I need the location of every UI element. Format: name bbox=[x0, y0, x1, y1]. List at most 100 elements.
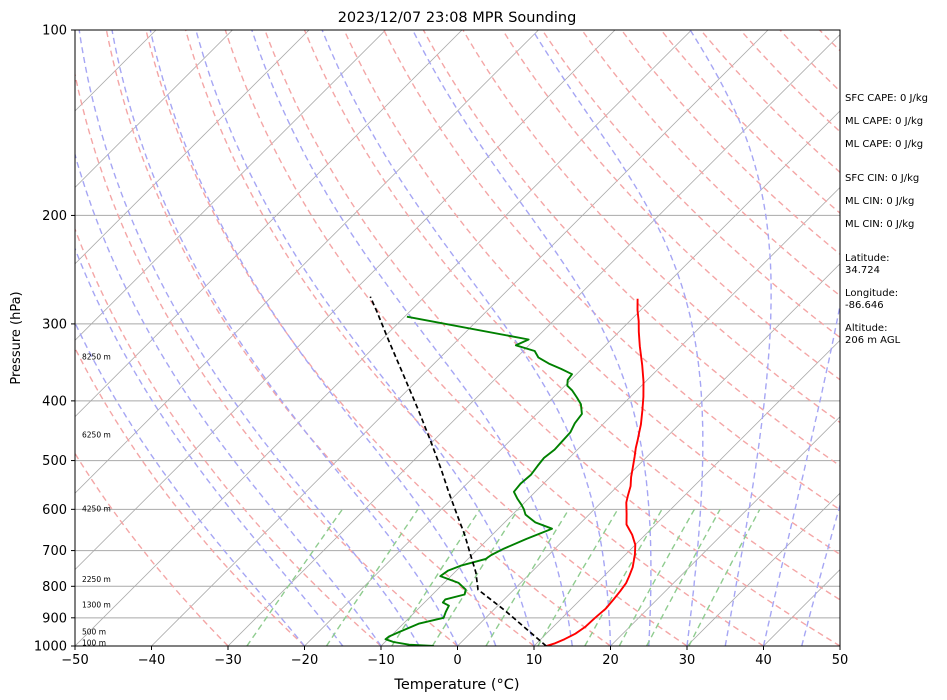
ml-cin-label-2: ML CIN: 0 J/kg bbox=[845, 219, 915, 230]
moist-adiabat-line bbox=[531, 30, 704, 646]
isotherm-line bbox=[151, 30, 769, 646]
mixing-ratio-line bbox=[618, 508, 696, 646]
x-tick-label: 20 bbox=[602, 653, 619, 668]
chart-grid bbox=[75, 30, 840, 646]
dry-adiabat-line bbox=[75, 452, 229, 646]
isotherm-line bbox=[686, 492, 840, 646]
chart-title: 2023/12/07 23:08 MPR Sounding bbox=[338, 10, 577, 26]
dry-adiabat-line bbox=[75, 346, 305, 646]
sfc-cape-label: SFC CAPE: 0 J/kg bbox=[845, 93, 928, 104]
x-tick-label: 10 bbox=[526, 653, 543, 668]
mixing-ratio-line bbox=[431, 508, 519, 646]
dry-adiabat-line bbox=[303, 30, 840, 601]
moist-adiabat-line bbox=[321, 30, 612, 646]
dry-adiabat-line bbox=[105, 30, 535, 646]
isotherm-line bbox=[304, 110, 840, 646]
mixing-ratio-line bbox=[325, 508, 419, 646]
isotherm-line bbox=[75, 30, 310, 265]
isotherm-line bbox=[380, 186, 840, 646]
isotherm-line bbox=[75, 30, 616, 571]
y-tick-label: 200 bbox=[42, 209, 67, 224]
x-tick-label: −10 bbox=[367, 653, 394, 668]
y-tick-label: 900 bbox=[42, 611, 67, 626]
temperature-line bbox=[545, 298, 645, 646]
moist-adiabat-line bbox=[412, 30, 652, 646]
moist-adiabat-line bbox=[195, 30, 535, 646]
altitude-label: Altitude: 206 m AGL bbox=[845, 323, 901, 346]
isotherm-line bbox=[457, 263, 840, 646]
height-labels: 8250 m 6250 m 4250 m 2250 m 1300 m 500 m 100 m bbox=[82, 352, 111, 647]
moist-adiabat-line bbox=[111, 30, 459, 646]
x-tick-label: −20 bbox=[291, 653, 318, 668]
dewpoint-line bbox=[384, 315, 583, 646]
x-tick-label: 30 bbox=[679, 653, 696, 668]
latitude-label: Latitude: 34.724 bbox=[845, 253, 890, 276]
moist-adiabat-line bbox=[75, 152, 382, 646]
y-axis-label: Pressure (hPa) bbox=[9, 291, 24, 384]
moist-adiabat-line bbox=[78, 30, 420, 646]
y-tick-label: 800 bbox=[42, 580, 67, 595]
y-tick-label: 1000 bbox=[34, 640, 67, 655]
isotherm-line bbox=[75, 30, 463, 418]
moist-adiabat-line bbox=[75, 246, 344, 646]
ml-cin-label: ML CIN: 0 J/kg bbox=[845, 196, 915, 207]
y-tick-label: 400 bbox=[42, 394, 67, 409]
height-label: 100 m bbox=[82, 638, 106, 647]
mixing-ratio-line bbox=[246, 508, 343, 646]
ml-cape-label: ML CAPE: 0 J/kg bbox=[845, 116, 924, 127]
isotherm-line bbox=[533, 339, 840, 646]
y-tick-label: 500 bbox=[42, 454, 67, 469]
isotherm-line bbox=[610, 416, 840, 646]
height-label: 1300 m bbox=[82, 601, 111, 610]
plot-frame bbox=[74, 29, 841, 647]
moist-adiabat-line bbox=[149, 30, 497, 646]
moist-adiabat-line bbox=[801, 502, 840, 646]
mixing-ratio-line bbox=[584, 508, 663, 646]
y-tick-label: 100 bbox=[42, 24, 67, 39]
height-label: 8250 m bbox=[82, 352, 111, 361]
ml-cape-label-2: ML CAPE: 0 J/kg bbox=[845, 139, 924, 150]
dry-adiabat-line bbox=[462, 30, 840, 424]
isotherm-line bbox=[75, 30, 692, 646]
y-tick-label: 300 bbox=[42, 317, 67, 332]
height-label: 6250 m bbox=[82, 430, 111, 439]
moist-adiabat-line bbox=[251, 30, 573, 646]
dry-adiabat-line bbox=[75, 71, 458, 646]
y-tick-label: 700 bbox=[42, 544, 67, 559]
x-axis-label: Temperature (°C) bbox=[393, 677, 519, 693]
mixing-ratio-line bbox=[645, 508, 721, 646]
dry-adiabat-line bbox=[75, 227, 382, 646]
x-tick-label: −30 bbox=[214, 653, 241, 668]
mixing-ratio-line bbox=[688, 508, 761, 646]
dry-adiabat-line bbox=[620, 30, 840, 256]
dry-adiabat-line bbox=[660, 30, 840, 215]
dry-adiabat-line bbox=[502, 30, 840, 381]
x-tick-label: 40 bbox=[755, 653, 772, 668]
isotherm-line bbox=[75, 30, 539, 494]
chart-axes: −50 −40 −30 −20 −10 0 10 20 30 40 50 100 200 300 400 50… bbox=[34, 24, 848, 669]
longitude-label: Longitude: -86.646 bbox=[845, 288, 899, 311]
dry-adiabat-line bbox=[343, 30, 840, 556]
x-tick-label: −50 bbox=[61, 653, 88, 668]
x-tick-label: −40 bbox=[138, 653, 165, 668]
isotherm-line bbox=[227, 33, 840, 646]
dry-adiabat-line bbox=[422, 30, 840, 467]
height-label: 4250 m bbox=[82, 504, 111, 513]
isotherm-line bbox=[75, 30, 386, 341]
chart-series bbox=[369, 296, 645, 646]
dry-adiabat-line bbox=[264, 30, 840, 646]
mixing-ratio-line bbox=[485, 508, 570, 646]
x-tick-label: 0 bbox=[453, 653, 461, 668]
dry-adiabat-line bbox=[145, 30, 611, 646]
height-label: 2250 m bbox=[82, 575, 111, 584]
mixing-ratio-line bbox=[537, 508, 619, 646]
x-tick-label: 50 bbox=[832, 653, 849, 668]
y-tick-label: 600 bbox=[42, 503, 67, 518]
height-label: 500 m bbox=[82, 627, 106, 636]
isotherm-line bbox=[75, 30, 233, 188]
dry-adiabat-line bbox=[541, 30, 840, 339]
dry-adiabat-line bbox=[224, 30, 764, 646]
moist-adiabat-line bbox=[762, 302, 840, 646]
mixing-ratio-line bbox=[391, 508, 481, 646]
